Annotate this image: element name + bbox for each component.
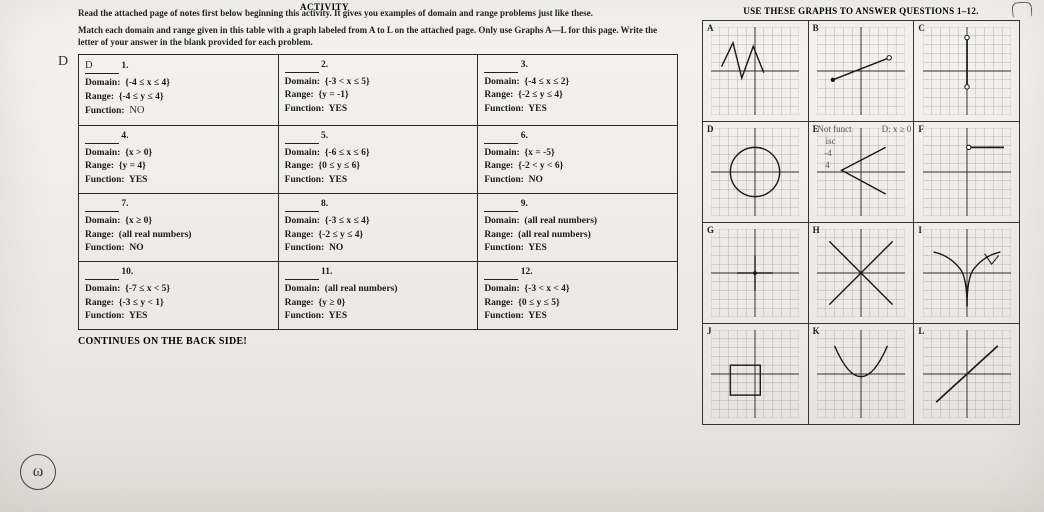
problem-blank xyxy=(285,59,319,73)
mini-graph xyxy=(817,27,905,115)
problem-blank xyxy=(484,198,518,212)
mini-graph xyxy=(817,229,905,317)
graph-label: L xyxy=(918,326,924,336)
continues-note: CONTINUES ON THE BACK SIDE! xyxy=(78,336,678,347)
hand-neg4: -4 xyxy=(824,148,832,158)
graph-cell: A xyxy=(703,21,809,122)
intro-text-1: Read the attached page of notes first be… xyxy=(78,8,678,19)
problems-table: D 1.Domain: {-4 ≤ x ≤ 4}Range: {-4 ≤ y ≤… xyxy=(78,54,678,331)
problem-cell: 11.Domain: (all real numbers)Range: {y ≥… xyxy=(278,262,478,330)
graph-cell: ED: x ≥ 0 xyxy=(808,122,914,223)
problem-cell: 6.Domain: {x = -5}Range: {-2 < y < 6}Fun… xyxy=(478,125,678,193)
problem-blank xyxy=(484,130,518,144)
mini-graph xyxy=(923,128,1011,216)
problem-cell: 8.Domain: {-3 ≤ x ≤ 4}Range: {-2 ≤ y ≤ 4… xyxy=(278,193,478,261)
mini-graph xyxy=(711,27,799,115)
problem-cell: 3.Domain: {-4 ≤ x ≤ 2}Range: {-2 ≤ y ≤ 4… xyxy=(478,54,678,125)
graph-label: G xyxy=(707,225,714,235)
left-column: ACTIVITY Read the attached page of notes… xyxy=(0,0,696,512)
problem-blank xyxy=(484,266,518,280)
problem-blank: D xyxy=(85,59,119,75)
problem-cell: 4.Domain: {x > 0}Range: {y = 4}Function:… xyxy=(79,125,279,193)
graphs-heading: USE THESE GRAPHS TO ANSWER QUESTIONS 1–1… xyxy=(702,6,1020,16)
problem-blank xyxy=(285,130,319,144)
problem-cell: D 1.Domain: {-4 ≤ x ≤ 4}Range: {-4 ≤ y ≤… xyxy=(79,54,279,125)
graph-cell: G xyxy=(703,223,809,324)
problem-cell: 9.Domain: (all real numbers)Range: (all … xyxy=(478,193,678,261)
mini-graph xyxy=(817,330,905,418)
hand-four: 4 xyxy=(825,160,830,170)
graph-cell: C xyxy=(914,21,1020,122)
graph-label: K xyxy=(813,326,820,336)
graph-label: C xyxy=(918,23,925,33)
worksheet-page: D ACTIVITY Read the attached page of not… xyxy=(0,0,1044,512)
problem-cell: 2.Domain: {-3 < x ≤ 5}Range: {y = -1}Fun… xyxy=(278,54,478,125)
graph-label: A xyxy=(707,23,714,33)
right-column: USE THESE GRAPHS TO ANSWER QUESTIONS 1–1… xyxy=(696,0,1044,512)
graph-cell: DNot functisc-44 xyxy=(703,122,809,223)
graph-cell: B xyxy=(808,21,914,122)
mini-graph xyxy=(711,229,799,317)
problem-cell: 7.Domain: {x ≥ 0}Range: (all real number… xyxy=(79,193,279,261)
graph-label: D xyxy=(707,124,714,134)
graph-label: J xyxy=(707,326,712,336)
graph-cell: I xyxy=(914,223,1020,324)
graph-label: B xyxy=(813,23,819,33)
mini-graph xyxy=(923,229,1011,317)
problem-blank xyxy=(85,198,119,212)
graph-label: F xyxy=(918,124,924,134)
intro-text-2: Match each domain and range given in thi… xyxy=(78,25,678,48)
problem-blank xyxy=(85,266,119,280)
problem-blank xyxy=(484,59,518,73)
mini-graph xyxy=(711,330,799,418)
graph-cell: J xyxy=(703,324,809,425)
spiral-binding-icon xyxy=(1012,1,1033,17)
problem-blank xyxy=(285,198,319,212)
graph-cell: H xyxy=(808,223,914,324)
hand-isc: isc xyxy=(826,136,836,146)
activity-label: ACTIVITY xyxy=(300,2,349,12)
mini-graph xyxy=(923,330,1011,418)
graph-cell: L xyxy=(914,324,1020,425)
hand-not-funct: Not funct xyxy=(817,124,851,134)
circled-omega-mark: ω xyxy=(20,454,56,490)
problem-cell: 10.Domain: {-7 ≤ x < 5}Range: {-3 ≤ y < … xyxy=(79,262,279,330)
graph-cell: K xyxy=(808,324,914,425)
graph-label: I xyxy=(918,225,922,235)
hand-dxy: D: x ≥ 0 xyxy=(882,124,912,134)
problem-cell: 5.Domain: {-6 ≤ x ≤ 6}Range: {0 ≤ y ≤ 6}… xyxy=(278,125,478,193)
problem-cell: 12.Domain: {-3 < x < 4}Range: {0 ≤ y ≤ 5… xyxy=(478,262,678,330)
problem-blank xyxy=(285,266,319,280)
mini-graph xyxy=(923,27,1011,115)
problem-blank xyxy=(85,130,119,144)
graph-label: H xyxy=(813,225,820,235)
graph-cell: F xyxy=(914,122,1020,223)
mini-graph xyxy=(711,128,799,216)
graphs-table: ABCDNot functisc-44ED: x ≥ 0FGHIJKL xyxy=(702,20,1020,425)
